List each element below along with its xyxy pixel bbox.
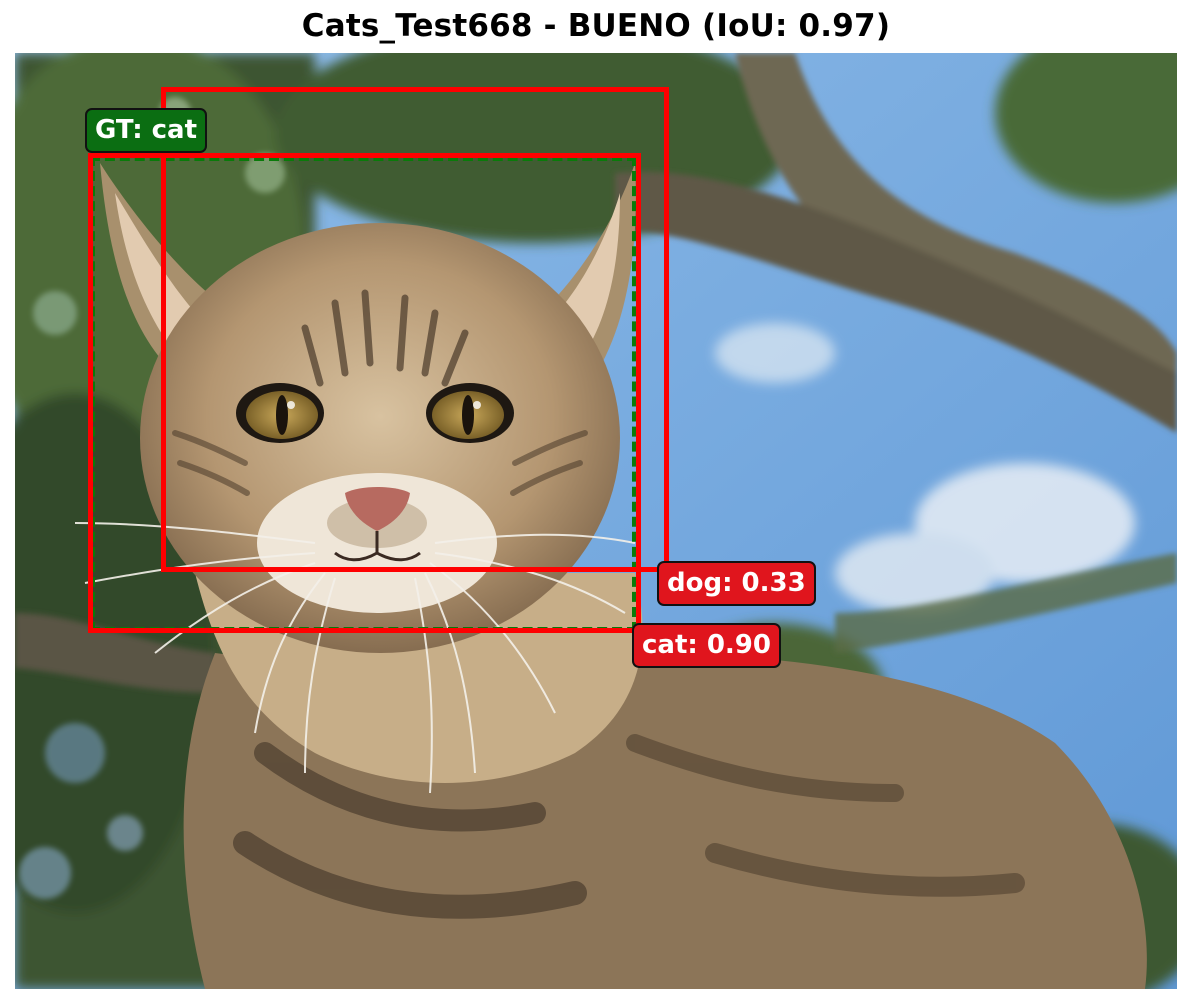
prediction-box-cat (88, 153, 641, 633)
prediction-label-dog: dog: 0.33 (657, 561, 816, 606)
figure-title: Cats_Test668 - BUENO (IoU: 0.97) (301, 8, 891, 44)
prediction-label-cat: cat: 0.90 (632, 623, 781, 668)
prediction-box-dog (161, 87, 669, 572)
ground-truth-label: GT: cat (85, 108, 208, 153)
